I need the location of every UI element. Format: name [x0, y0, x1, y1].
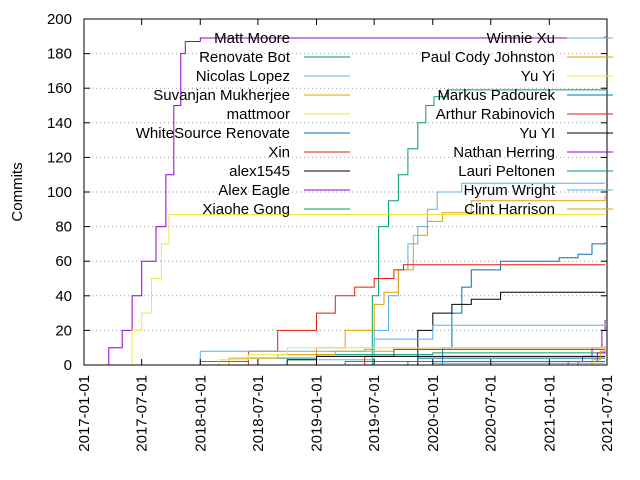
legend-label: Renovate Bot [199, 49, 291, 66]
series-line-renovate-bot [367, 88, 606, 366]
series-line-xin [219, 264, 606, 366]
series-lines [102, 36, 606, 366]
series-line-yu-yi [190, 347, 606, 366]
series-line-whitesource-renovate [407, 242, 606, 366]
y-tick-label: 200 [47, 11, 72, 28]
series-line-arthur-rabinovich [335, 348, 606, 366]
x-tick-label: 2019-01-01 [309, 375, 326, 452]
y-tick-label: 160 [47, 80, 72, 97]
legend-label: Hyrum Wright [464, 182, 556, 199]
y-tick-label: 0 [64, 357, 72, 374]
y-axis-label: Commits [9, 162, 26, 221]
y-tick-label: 120 [47, 149, 72, 166]
x-tick-label: 2019-07-01 [366, 375, 383, 452]
legend-label: alex1545 [229, 163, 290, 180]
y-tick-label: 100 [47, 184, 72, 201]
legend: Matt Moore Renovate Bot Nicolas Lopez Suvan… [136, 30, 613, 218]
x-tick-label: 2018-07-01 [250, 375, 267, 452]
legend-label: Alex Eagle [218, 182, 290, 199]
x-tick-label: 2017-01-01 [76, 375, 93, 452]
x-tick-label: 2020-01-01 [425, 375, 442, 452]
series-line-mattmoor [126, 214, 606, 366]
y-tick-label: 80 [55, 219, 72, 236]
x-tick-label: 2021-07-01 [599, 375, 616, 452]
y-tick-label: 60 [55, 253, 72, 270]
series-line-matt-moore [102, 36, 606, 366]
series-line-clint-harrison [582, 346, 606, 366]
legend-label: Paul Cody Johnston [421, 49, 555, 66]
legend-label: WhiteSource Renovate [136, 125, 290, 142]
x-tick-label: 2017-07-01 [134, 375, 151, 452]
series-line-winnie-xu [185, 323, 606, 366]
legend-label: Yu YI [519, 125, 555, 142]
legend-label: Nicolas Lopez [196, 68, 290, 85]
x-tick-label: 2020-07-01 [483, 375, 500, 452]
legend-label: Matt Moore [214, 30, 290, 47]
x-tick-label: 2018-01-01 [192, 375, 209, 452]
legend-label: Lauri Peltonen [458, 163, 555, 180]
y-tick-label: 140 [47, 115, 72, 132]
legend-label: mattmoor [227, 106, 290, 123]
y-tick-label: 20 [55, 322, 72, 339]
legend-label: Xin [268, 144, 290, 161]
legend-label: Xiaohe Gong [202, 201, 290, 218]
x-tick-label: 2021-01-01 [541, 375, 558, 452]
axis-ticks: 0 20 40 60 80 100 120 140 160 180 200 2017-01-01 201… [47, 11, 616, 452]
series-line-alex1545 [403, 291, 606, 366]
series-line-suvanjan-mukherjee [277, 195, 606, 366]
legend-label: Arthur Rabinovich [436, 106, 555, 123]
legend-label: Clint Harrison [464, 201, 555, 218]
legend-label: Markus Padourek [437, 87, 555, 104]
legend-label: Nathan Herring [453, 144, 555, 161]
y-tick-label: 40 [55, 288, 72, 305]
legend-label: Suvanjan Mukherjee [153, 87, 290, 104]
legend-label: Winnie Xu [487, 30, 555, 47]
legend-label: Yu Yi [521, 68, 555, 85]
y-tick-label: 180 [47, 46, 72, 63]
